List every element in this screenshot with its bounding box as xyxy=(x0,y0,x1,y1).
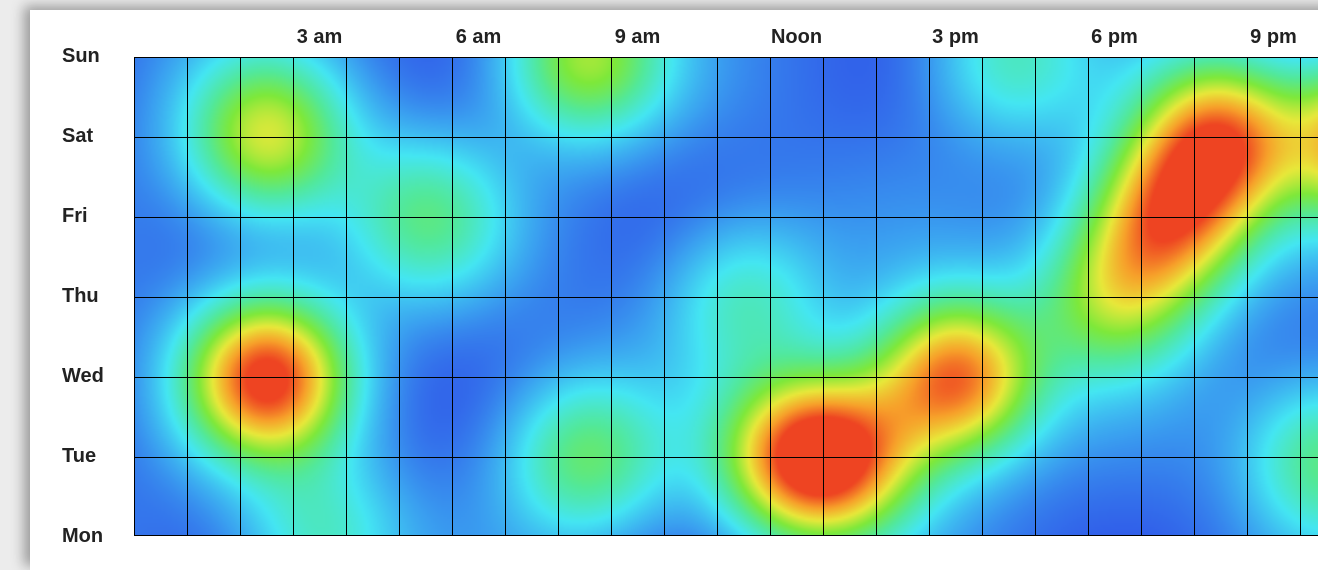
x-tick-label: Noon xyxy=(771,26,822,48)
y-axis-tick-labels: Sun Sat Fri Thu Wed Tue Mon xyxy=(62,45,104,547)
x-tick-label: 3 pm xyxy=(932,26,979,48)
y-tick-label: Tue xyxy=(62,445,96,467)
x-tick-label: 9 am xyxy=(615,26,661,48)
x-tick-label: 9 pm xyxy=(1250,26,1297,48)
y-tick-label: Sun xyxy=(62,45,100,67)
x-axis-tick-labels: 3 am 6 am 9 am Noon 3 pm 6 pm 9 pm xyxy=(297,26,1297,48)
y-tick-label: Wed xyxy=(62,365,104,387)
y-tick-label: Mon xyxy=(62,525,103,547)
x-tick-label: 3 am xyxy=(297,26,343,48)
y-tick-label: Sat xyxy=(62,125,93,147)
y-tick-label: Fri xyxy=(62,205,88,227)
y-tick-label: Thu xyxy=(62,285,99,307)
heatmap-surface xyxy=(134,57,1318,536)
x-tick-label: 6 pm xyxy=(1091,26,1138,48)
heatmap-chart: 3 am 6 am 9 am Noon 3 pm 6 pm 9 pm Sun Sat Fri Th… xyxy=(62,26,1318,547)
grid-lines xyxy=(134,57,1318,536)
x-tick-label: 6 am xyxy=(456,26,502,48)
